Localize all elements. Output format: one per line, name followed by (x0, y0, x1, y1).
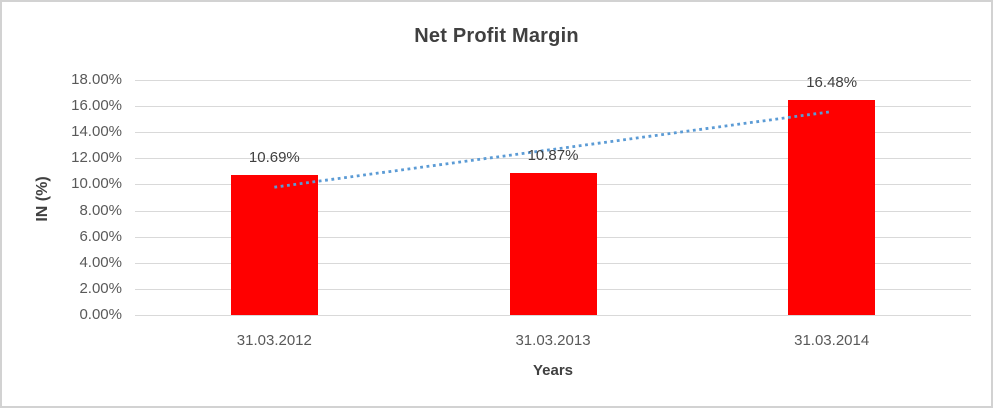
x-tick-label: 31.03.2014 (794, 332, 870, 349)
chart-title: Net Profit Margin (414, 25, 579, 47)
y-tick-label: 14.00% (71, 123, 122, 141)
data-label: 10.69% (248, 149, 300, 167)
y-tick-label: 0.00% (79, 306, 122, 323)
x-tick-label: 31.03.2012 (236, 332, 312, 349)
gridline (135, 106, 971, 108)
y-tick-label: 12.00% (71, 149, 122, 167)
gridline (135, 315, 971, 316)
trendline (274, 110, 832, 189)
plot-area: 10.69% 10.87% 16.48% (135, 74, 971, 316)
data-label: 10.87% (527, 147, 579, 165)
y-tick-label: 4.00% (79, 253, 122, 271)
gridline (135, 132, 971, 134)
y-tick-label: 16.00% (71, 97, 122, 115)
x-axis-title: Years (532, 362, 574, 379)
y-tick-label: 10.00% (71, 175, 122, 193)
gridline (135, 80, 971, 81)
bar (230, 175, 318, 315)
y-tick-label: 6.00% (79, 227, 122, 245)
y-tick-label: 8.00% (79, 201, 122, 219)
bar (788, 99, 876, 315)
bar (509, 173, 597, 315)
y-tick-label: 2.00% (79, 279, 122, 297)
data-label: 16.48% (806, 73, 858, 91)
x-tick-label: 31.03.2013 (515, 332, 591, 349)
y-tick-label: 18.00% (71, 71, 122, 88)
gridline (135, 158, 971, 160)
